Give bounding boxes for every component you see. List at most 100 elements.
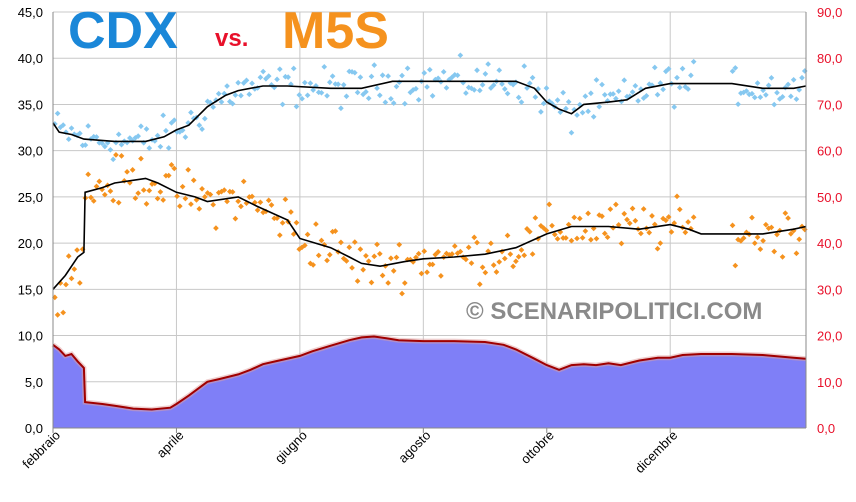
cdx-point <box>485 61 491 67</box>
m5s-point <box>796 236 803 243</box>
cdx-point <box>329 73 336 80</box>
cdx-point <box>115 131 122 138</box>
cdx-point <box>182 134 189 140</box>
cdx-point <box>538 109 544 115</box>
m5s-point <box>399 290 405 297</box>
m5s-point <box>632 217 639 224</box>
m5s-point <box>521 252 528 259</box>
m5s-point <box>165 172 172 179</box>
m5s-point <box>607 206 614 212</box>
m5s-point <box>674 193 680 200</box>
m5s-point <box>360 266 366 273</box>
m5s-point <box>363 252 369 259</box>
cdx-point <box>471 87 478 93</box>
left-tick-label: 40,0 <box>18 51 43 66</box>
m5s-point <box>515 253 522 260</box>
cdx-point <box>246 91 253 98</box>
cdx-point <box>215 90 222 97</box>
cdx-point <box>171 117 178 123</box>
left-tick-label: 10,0 <box>18 329 43 344</box>
cdx-point <box>260 68 266 75</box>
m5s-point <box>365 258 372 264</box>
m5s-point <box>646 229 653 236</box>
m5s-point <box>513 258 519 265</box>
left-tick-label: 35,0 <box>18 97 43 112</box>
m5s-point <box>729 222 736 229</box>
left-tick-label: 0,0 <box>25 421 43 436</box>
m5s-point <box>190 177 197 184</box>
cdx-point <box>326 79 333 86</box>
cdx-point <box>732 65 739 71</box>
m5s-point <box>782 210 789 217</box>
m5s-point <box>449 251 455 257</box>
cdx-point <box>479 82 486 88</box>
m5s-point <box>210 201 216 208</box>
m5s-point <box>324 257 330 264</box>
m5s-point <box>413 254 419 261</box>
cdx-point <box>688 72 694 79</box>
m5s-point <box>621 210 628 217</box>
watermark: © SCENARIPOLITICI.COM <box>466 298 762 325</box>
m5s-point <box>282 196 289 203</box>
cdx-point <box>435 75 441 82</box>
m5s-point <box>457 248 464 255</box>
m5s-point <box>254 207 261 214</box>
m5s-point <box>579 234 586 241</box>
cdx-point <box>774 89 780 96</box>
m5s-point <box>463 256 469 263</box>
m5s-point <box>507 251 514 257</box>
m5s-point <box>665 214 672 220</box>
m5s-point <box>593 235 600 242</box>
m5s-point <box>751 240 758 246</box>
m5s-point <box>115 199 122 206</box>
m5s-point <box>129 167 136 173</box>
cdx-point <box>388 95 394 102</box>
cdx-point <box>371 62 378 68</box>
m5s-point <box>629 205 636 212</box>
m5s-point <box>168 162 175 168</box>
cdx-point <box>585 108 591 115</box>
m5s-point <box>202 194 208 200</box>
m5s-point <box>754 234 761 241</box>
cdx-point <box>301 79 308 86</box>
m5s-point <box>582 228 589 234</box>
left-axis-ticks: 0,0 5,0 10,0 15,0 20,0 25,0 30,0 35,0 40,0 45,0 <box>18 5 43 436</box>
cdx-point <box>146 145 153 151</box>
m5s-point <box>224 198 230 205</box>
cdx-point <box>351 69 358 76</box>
m5s-point <box>651 221 658 228</box>
cdx-point <box>499 81 505 87</box>
m5s-point <box>768 224 775 231</box>
cdx-point <box>788 93 794 100</box>
m5s-point <box>568 237 575 244</box>
right-tick-label: 60,0 <box>817 144 842 159</box>
m5s-point <box>135 190 142 197</box>
m5s-point <box>146 187 153 194</box>
m5s-point <box>349 265 355 271</box>
cdx-point <box>565 99 572 105</box>
m5s-point <box>213 225 219 231</box>
m5s-points <box>52 152 808 318</box>
cdx-point <box>676 84 683 91</box>
m5s-point <box>546 201 553 208</box>
cdx-point <box>601 91 608 98</box>
m5s-point <box>54 312 61 318</box>
m5s-point <box>257 199 264 206</box>
m5s-point <box>740 235 747 241</box>
x-tick-label: ottobre <box>518 428 557 467</box>
cdx-point <box>596 103 603 110</box>
cdx-point <box>279 101 286 108</box>
cdx-point <box>357 74 364 81</box>
m5s-point <box>504 232 511 239</box>
m5s-point <box>343 258 350 264</box>
right-tick-label: 20,0 <box>817 329 842 344</box>
m5s-point <box>68 275 75 282</box>
cdx-point <box>202 115 208 122</box>
m5s-point <box>493 269 500 275</box>
cdx-point <box>768 74 775 81</box>
m5s-point <box>385 280 391 286</box>
cdx-point <box>690 58 697 65</box>
cdx-point <box>521 63 528 69</box>
m5s-point <box>279 220 286 226</box>
cdx-point <box>440 69 447 75</box>
